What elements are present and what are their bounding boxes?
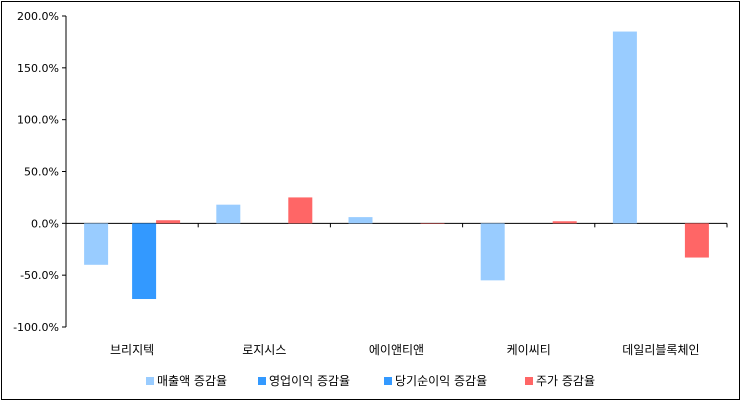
category-label: 케이씨티 <box>507 343 551 357</box>
legend-swatch <box>525 377 533 385</box>
bar-1-5 <box>612 31 637 224</box>
category-label: 로지시스 <box>242 343 286 357</box>
y-tick-label: 50.0% <box>24 166 59 179</box>
legend-label: 매출액 증감율 <box>157 374 227 388</box>
bar-1-2 <box>216 204 241 224</box>
legend-label: 당기순이익 증감율 <box>395 374 487 388</box>
bar-1-3 <box>348 217 373 224</box>
bar-4-5 <box>684 223 709 258</box>
bar-4-4 <box>552 221 577 224</box>
bar-4-3 <box>420 223 445 224</box>
y-tick-label: 100.0% <box>17 114 59 127</box>
category-label: 데일리블록체인 <box>622 343 699 357</box>
bars <box>84 31 709 300</box>
legend-label: 주가 증감율 <box>536 374 595 388</box>
bar-3-1 <box>132 223 157 300</box>
y-tick-label: 150.0% <box>17 62 59 75</box>
legend-swatch <box>258 377 266 385</box>
bar-1-4 <box>480 223 505 281</box>
bar-1-1 <box>84 223 109 265</box>
bar-4-1 <box>156 220 181 224</box>
y-tick-labels: 200.0% 150.0% 100.0% 50.0% 0.0% -50.0% -100.0% <box>13 10 59 334</box>
legend-swatch <box>384 377 392 385</box>
category-label: 브리지텍 <box>110 343 154 357</box>
y-tick-label: 200.0% <box>17 10 59 23</box>
category-labels: 브리지텍 로지시스 에이앤티앤 케이씨티 데일리블록체인 <box>110 343 700 357</box>
y-tick-label: -50.0% <box>20 269 59 282</box>
legend-label: 영업이익 증감율 <box>269 374 350 388</box>
bar-4-2 <box>288 197 313 224</box>
category-label: 에이앤티앤 <box>369 343 424 357</box>
y-tick-label: -100.0% <box>13 321 59 334</box>
legend-swatch <box>146 377 154 385</box>
y-tick-label: 0.0% <box>31 217 59 230</box>
legend: 매출액 증감율 영업이익 증감율 당기순이익 증감율 주가 증감율 <box>146 374 595 388</box>
